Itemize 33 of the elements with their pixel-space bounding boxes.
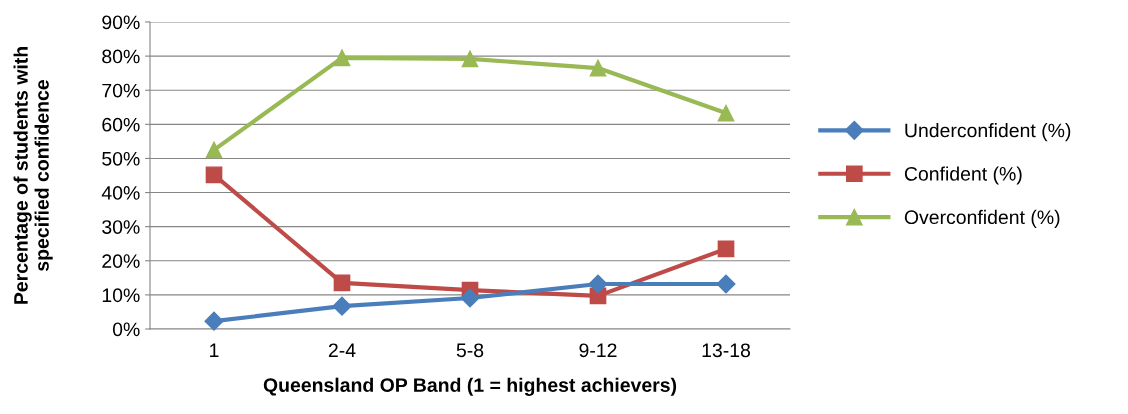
legend-label: Underconfident (%) xyxy=(905,123,1071,142)
legend-label: Confident (%) xyxy=(904,166,1022,185)
point xyxy=(205,141,223,159)
point xyxy=(461,50,479,68)
y-tick-label: 30% xyxy=(102,220,140,234)
point xyxy=(204,311,224,331)
y-tick-label: 50% xyxy=(102,151,140,166)
y-tick-label: 70% xyxy=(102,83,140,98)
point xyxy=(205,166,223,184)
y-tick-label: 80% xyxy=(102,49,140,64)
y-tick-label: 0% xyxy=(112,322,140,337)
point xyxy=(332,296,352,316)
y-tick-label: 20% xyxy=(102,254,140,269)
x-tick-label: 2-4 xyxy=(328,343,356,357)
x-tick-label: 9-12 xyxy=(579,343,617,358)
y-tick-label: 90% xyxy=(102,15,140,30)
point xyxy=(588,274,608,294)
x-tick-label: 13-18 xyxy=(702,343,751,358)
y-tick-label: 60% xyxy=(102,117,140,132)
point xyxy=(333,274,351,292)
point xyxy=(589,59,607,77)
y-tick-label: 40% xyxy=(101,186,140,200)
point xyxy=(717,104,735,122)
point xyxy=(716,274,736,294)
y-tick-label: 10% xyxy=(102,288,140,303)
point xyxy=(717,240,735,258)
x-tick-label: 1 xyxy=(210,343,219,357)
y-axis-title: Percentage of students with specified confidence xyxy=(13,47,53,304)
x-axis-title: Queensland OP Band (1 = highest achievers) xyxy=(263,377,677,396)
legend-label: Overconfident (%) xyxy=(904,209,1060,228)
point xyxy=(460,288,480,308)
x-tick-label: 5-8 xyxy=(456,343,484,358)
point xyxy=(333,49,351,67)
